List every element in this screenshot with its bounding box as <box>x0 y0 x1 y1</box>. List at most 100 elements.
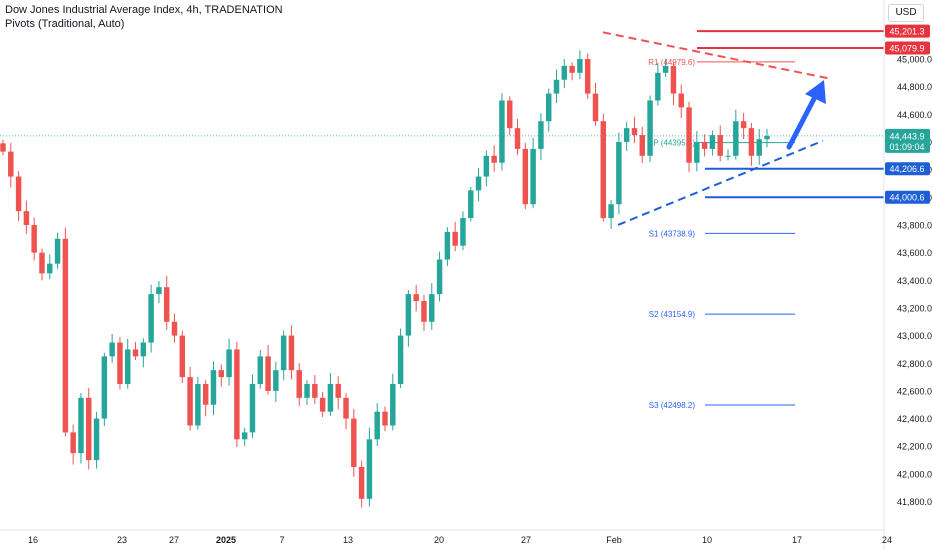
currency-button[interactable]: USD <box>888 4 924 22</box>
candle-body <box>327 384 334 412</box>
candle-body <box>725 155 731 157</box>
candle-body <box>179 335 186 378</box>
candle-body <box>538 121 544 149</box>
y-tick-label: 43,600.0 <box>897 248 932 258</box>
candle-body <box>429 294 435 322</box>
candle-body <box>569 65 575 73</box>
x-tick-label: 16 <box>28 535 38 545</box>
candle-body <box>553 79 560 94</box>
y-tick-label: 43,400.0 <box>897 276 932 286</box>
candle-body <box>210 370 217 405</box>
last-price-tag <box>885 128 930 153</box>
candle-body <box>577 59 583 73</box>
candle-body <box>195 384 201 426</box>
price-axis: 45,000.044,800.044,600.044,400.044,200.0… <box>883 0 932 550</box>
candle-body <box>0 143 6 152</box>
candle-body <box>304 384 310 398</box>
candle-body <box>202 384 209 405</box>
candle-body <box>390 384 396 426</box>
candle-body <box>600 121 607 219</box>
candle-body <box>405 294 412 336</box>
candle-body <box>23 211 30 225</box>
x-tick-label: 23 <box>117 535 127 545</box>
y-tick-label: 42,600.0 <box>897 386 932 396</box>
candle-body <box>117 342 123 385</box>
candle-body <box>514 128 521 149</box>
candle-body <box>507 100 513 129</box>
candle-body <box>93 418 100 461</box>
y-tick-label: 43,800.0 <box>897 220 932 230</box>
pivot-label: P (44395.6) <box>653 139 695 148</box>
candle-body <box>70 432 76 454</box>
candle-body <box>631 128 638 136</box>
y-tick-label: 42,400.0 <box>897 414 932 424</box>
level-price-label: 44,206.6 <box>889 164 924 174</box>
x-tick-label: 20 <box>434 535 444 545</box>
candle-body <box>273 370 279 391</box>
candle-body <box>8 151 14 177</box>
last-price-label: 44,443.9 <box>889 131 924 141</box>
level-price-tag <box>885 24 930 38</box>
candle-body <box>436 259 443 295</box>
candle-body <box>187 377 193 426</box>
candle-body <box>733 121 739 156</box>
candle-body <box>522 148 529 205</box>
y-tick-label: 42,200.0 <box>897 442 932 452</box>
y-tick-label: 42,000.0 <box>897 469 932 479</box>
x-tick-label: 24 <box>882 535 892 545</box>
candle-body <box>499 100 505 163</box>
candle-body <box>452 231 458 246</box>
candle-body <box>709 135 716 149</box>
x-tick-label: 10 <box>702 535 712 545</box>
indicator-label[interactable]: Pivots (Traditional, Auto) <box>5 18 125 30</box>
y-tick-label: 41,800.0 <box>897 497 932 507</box>
candle-body <box>623 128 630 142</box>
level-price-tag <box>885 41 930 55</box>
candle-body <box>413 294 419 302</box>
candle-body <box>280 335 287 371</box>
candle-body <box>545 93 552 122</box>
candle-body <box>421 301 427 322</box>
candle-body <box>740 121 747 129</box>
candle-body <box>701 141 708 149</box>
candle-body <box>686 107 692 163</box>
candle-body <box>374 411 380 440</box>
candle-body <box>561 65 568 80</box>
candle-body <box>475 176 482 191</box>
candle-body <box>343 397 349 419</box>
candle-body <box>639 135 645 156</box>
candle-body <box>756 139 762 156</box>
candlestick-series <box>0 50 770 508</box>
candle-body <box>468 190 474 219</box>
candle-body <box>366 439 373 499</box>
candle-body <box>171 321 178 336</box>
candle-body <box>694 141 700 163</box>
pivot-label: S2 (43154.9) <box>649 310 696 319</box>
projection-arrow-head <box>805 80 826 104</box>
candle-body <box>397 335 404 385</box>
candle-body <box>54 238 61 264</box>
candle-body <box>148 294 154 343</box>
candle-body <box>647 100 653 156</box>
candle-body <box>748 128 755 156</box>
upper-trendline <box>602 31 833 81</box>
candle-body <box>257 356 263 385</box>
candle-body <box>584 59 591 94</box>
y-tick-label: 42,800.0 <box>897 359 932 369</box>
candle-body <box>156 287 162 295</box>
candle-body <box>717 135 723 156</box>
candle-body <box>608 204 614 219</box>
level-price-label: 44,000.6 <box>889 193 924 203</box>
support-resistance-levels <box>0 30 884 199</box>
y-tick-label: 44,600.0 <box>897 110 932 120</box>
candle-body <box>491 155 497 163</box>
candle-body <box>678 93 684 108</box>
pivot-label: S1 (43738.9) <box>649 229 696 238</box>
candle-body <box>47 263 53 274</box>
candle-body <box>249 384 256 433</box>
candle-body <box>662 65 669 73</box>
x-tick-label: Feb <box>606 535 622 545</box>
level-price-label: 45,079.9 <box>889 43 924 53</box>
candle-body <box>616 141 622 205</box>
